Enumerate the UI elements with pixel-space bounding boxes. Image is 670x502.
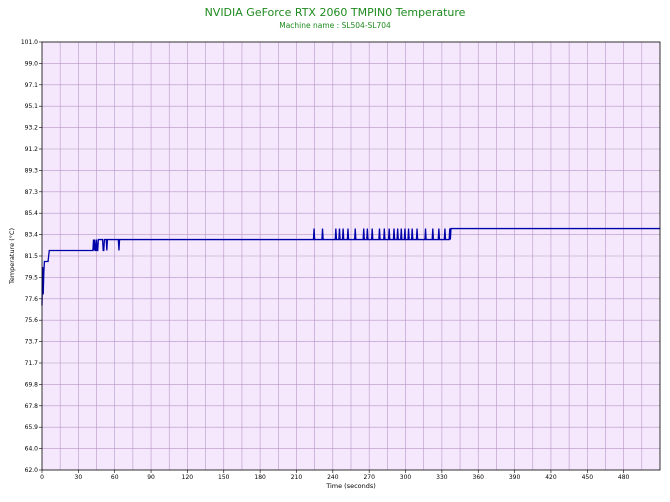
- y-tick-label: 62.0: [25, 467, 39, 474]
- x-tick-label: 420: [545, 474, 557, 481]
- y-tick-label: 101.0: [21, 39, 38, 46]
- x-tick-label: 480: [618, 474, 630, 481]
- y-tick-label: 67.8: [25, 403, 39, 410]
- x-tick-label: 300: [400, 474, 412, 481]
- x-tick-label: 360: [473, 474, 485, 481]
- y-tick-label: 73.7: [25, 339, 39, 346]
- x-tick-label: 90: [147, 474, 155, 481]
- y-tick-label: 65.9: [25, 424, 39, 431]
- y-tick-label: 75.6: [25, 317, 39, 324]
- y-tick-label: 69.8: [25, 381, 39, 388]
- temperature-series-line: [41, 227, 660, 306]
- y-tick-label: 89.3: [25, 167, 39, 174]
- y-tick-label: 91.2: [25, 146, 39, 153]
- y-tick-label: 97.1: [25, 82, 39, 89]
- y-tick-label: 81.5: [25, 253, 39, 260]
- x-tick-label: 270: [363, 474, 375, 481]
- gridlines: [42, 42, 660, 470]
- x-tick-label: 120: [182, 474, 194, 481]
- x-axis-label: Time (seconds): [325, 482, 376, 490]
- plot-border: [41, 41, 661, 471]
- x-tick-label: 330: [436, 474, 448, 481]
- x-tick-label: 450: [582, 474, 594, 481]
- y-tick-label: 95.1: [25, 103, 39, 110]
- y-tick-label: 85.4: [25, 210, 39, 217]
- y-tick-label: 87.3: [25, 189, 39, 196]
- y-axis-label: Temperature (°C): [8, 228, 16, 285]
- y-tick-label: 64.0: [25, 446, 39, 453]
- y-tick-label: 77.6: [25, 296, 39, 303]
- x-tick-label: 0: [40, 474, 44, 481]
- chart-title: NVIDIA GeForce RTX 2060 TMPIN0 Temperatu…: [204, 6, 466, 19]
- y-tick-label: 79.5: [25, 274, 39, 281]
- x-tick-label: 210: [291, 474, 303, 481]
- y-tick-label: 99.0: [25, 60, 39, 67]
- x-tick-label: 240: [327, 474, 339, 481]
- x-tick-label: 150: [218, 474, 230, 481]
- x-tick-label: 60: [111, 474, 119, 481]
- x-tick-label: 390: [509, 474, 521, 481]
- x-tick-label: 180: [254, 474, 266, 481]
- y-tick-label: 71.7: [25, 360, 39, 367]
- x-axis-ticks: 0 30 60 90 120 150 180 210 240 270 300 330 360 390 420…: [40, 470, 630, 481]
- x-tick-label: 30: [75, 474, 83, 481]
- y-tick-label: 83.4: [25, 232, 39, 239]
- y-tick-label: 93.2: [25, 125, 39, 132]
- y-axis-ticks: 62.0 64.0 65.9 67.8 69.8 71.7 73.7 75.6 77.6 79.5…: [21, 39, 42, 474]
- chart-subtitle: Machine name : SL504-SL704: [279, 21, 391, 30]
